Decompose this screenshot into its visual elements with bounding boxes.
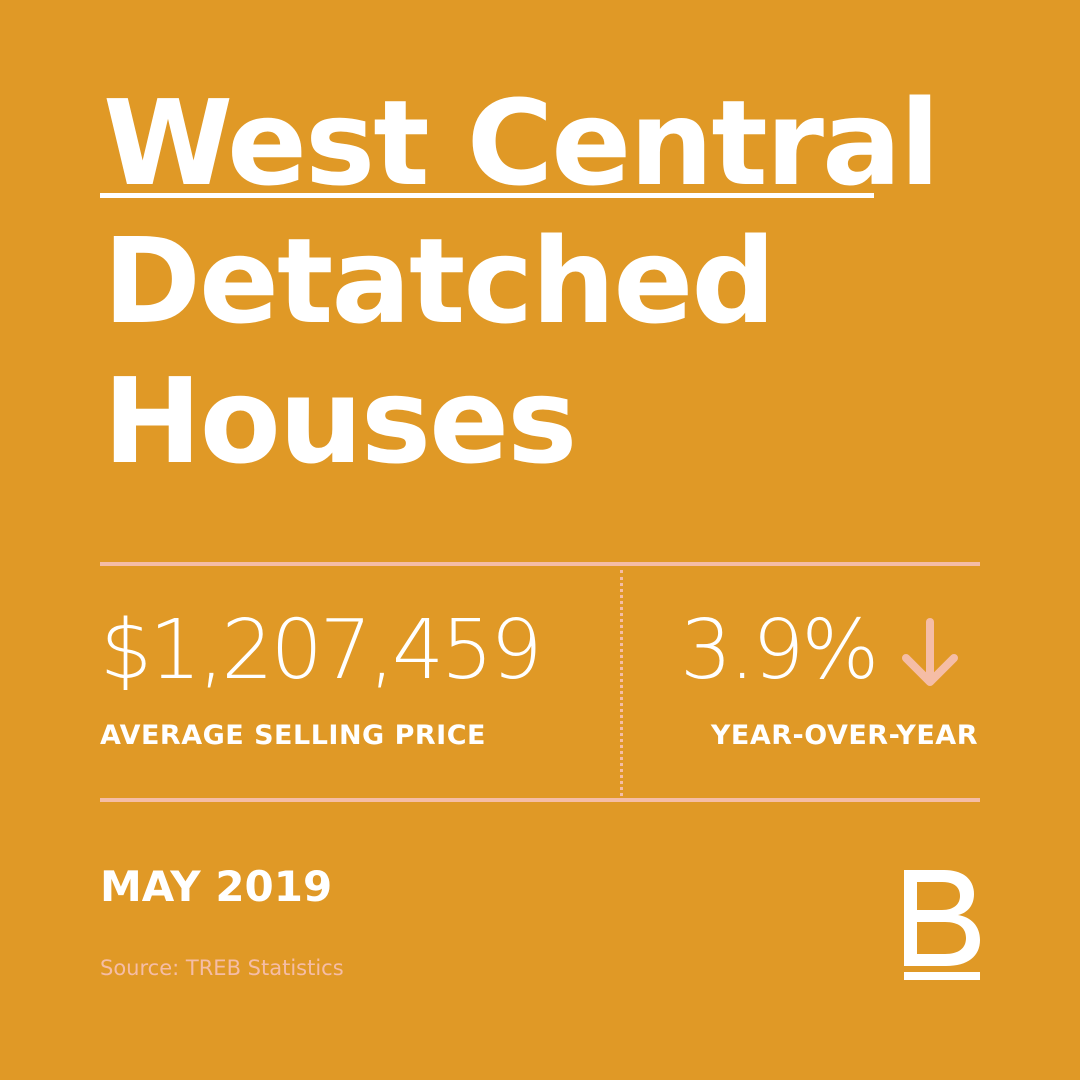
stats-top-divider — [100, 562, 980, 566]
stats-dotted-divider — [620, 570, 623, 796]
stats-bottom-divider — [100, 798, 980, 802]
title-line-1: West Central — [103, 74, 940, 212]
average-price-value: $1,207,459 — [100, 603, 542, 698]
brand-b-logo-icon — [904, 870, 980, 980]
yoy-change-label: YEAR-OVER-YEAR — [710, 720, 978, 751]
yoy-change-value: 3.9% — [680, 603, 879, 698]
report-date: MAY 2019 — [100, 862, 333, 911]
title-underline — [100, 193, 874, 198]
title-line-2: Detatched — [103, 212, 776, 350]
arrow-down-icon — [902, 618, 958, 686]
average-price-label: AVERAGE SELLING PRICE — [100, 720, 486, 751]
title-line-3: Houses — [103, 352, 577, 490]
source-note: Source: TREB Statistics — [100, 956, 344, 980]
